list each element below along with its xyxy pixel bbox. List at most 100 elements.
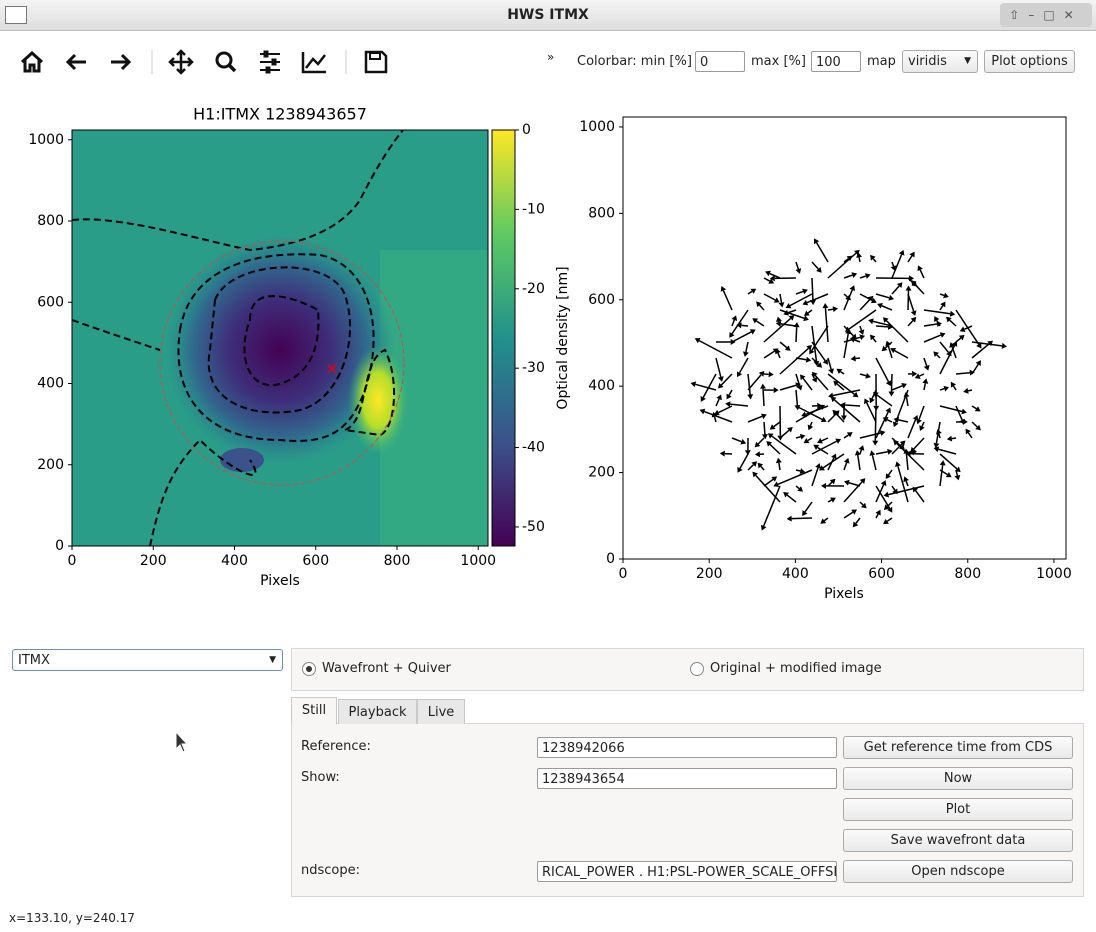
axes-icon[interactable]	[301, 52, 326, 74]
window-buttons[interactable]: ⇧–□✕	[1000, 3, 1092, 27]
quiver-shaft	[843, 511, 854, 519]
quiver-shaft	[779, 293, 783, 303]
quiver-head	[806, 345, 813, 351]
colorbar-min-input[interactable]: 0	[695, 51, 745, 72]
quiver-head	[892, 421, 899, 428]
quiver-head	[883, 491, 890, 498]
quiver-head	[690, 381, 697, 388]
quiver-head	[796, 384, 803, 391]
quiver-head	[935, 429, 942, 435]
tab[interactable]: Live	[417, 699, 465, 724]
quiver-head	[933, 351, 939, 358]
quiver-shaft	[955, 371, 970, 375]
quiver-head	[945, 316, 952, 323]
quiver-head	[768, 278, 775, 284]
quiver-head	[864, 398, 870, 405]
quiver-head	[787, 427, 793, 433]
quiver-shaft	[848, 482, 861, 487]
quiver-head	[819, 465, 825, 471]
radio-label[interactable]: Wavefront + Quiver	[322, 661, 451, 676]
quiver-shaft	[843, 293, 848, 298]
forward-icon[interactable]	[111, 53, 132, 71]
colorbar-max-input[interactable]: 100	[811, 51, 861, 72]
quiver-shaft	[809, 421, 813, 426]
quiver-head	[716, 394, 722, 401]
quiver-shaft	[939, 293, 945, 297]
toolbar-overflow[interactable]: »	[547, 50, 555, 64]
zoom-icon[interactable]	[215, 51, 233, 69]
y-tick-label: 1000	[579, 119, 615, 135]
plots: × H1:ITMX 1238943657 Pixels Pixels Optic…	[28, 105, 1071, 603]
quiver-head	[965, 428, 971, 435]
y-tick-label: 200	[37, 457, 64, 473]
quiver-head	[784, 345, 791, 351]
radio[interactable]	[690, 662, 704, 676]
radio-label[interactable]: Original + modified image	[710, 661, 882, 676]
reference-input[interactable]: 1238942066	[537, 737, 837, 758]
quiver-head	[893, 416, 900, 423]
quiver-head	[888, 294, 895, 301]
quiver-shaft	[907, 255, 913, 263]
quiver-shaft	[805, 405, 829, 415]
save-button[interactable]: Save wavefront data	[843, 829, 1073, 852]
quiver-shaft	[728, 389, 733, 396]
quiver-head	[883, 518, 889, 525]
quiver-shaft	[955, 337, 962, 343]
map-select[interactable]: viridis ▼	[902, 50, 978, 73]
plot-options-button[interactable]: Plot options	[984, 50, 1075, 73]
quiver-shaft	[811, 261, 819, 270]
quiver-head	[860, 502, 867, 509]
quiver-shaft	[907, 320, 914, 327]
quiver-head	[719, 450, 725, 457]
x-axis-label: Pixels	[260, 573, 300, 589]
quiver-head	[830, 497, 836, 503]
quiver-shaft	[843, 481, 863, 503]
quiver-head	[958, 334, 965, 341]
quiver-head	[859, 334, 866, 341]
pan-icon[interactable]	[168, 49, 194, 75]
quiver-shaft	[769, 443, 781, 455]
detector-select[interactable]: ITMX ▼	[12, 649, 283, 671]
quiver-shaft	[702, 373, 717, 398]
quiver-shaft	[786, 494, 797, 503]
reference-button[interactable]: Get reference time from CDS	[843, 736, 1073, 759]
quiver-head	[760, 524, 767, 531]
quiver-shaft	[741, 324, 749, 327]
back-icon[interactable]	[65, 53, 86, 71]
quiver-head	[865, 372, 871, 379]
tab[interactable]: Playback	[338, 699, 417, 724]
quiver-head	[776, 316, 782, 323]
quiver-shaft	[923, 323, 938, 327]
ndscope-input[interactable]: RICAL_POWER . H1:PSL-POWER_SCALE_OFFSET	[537, 861, 837, 882]
quiver-head	[901, 382, 907, 389]
quiver-head	[717, 382, 724, 389]
quiver-shaft	[938, 433, 941, 439]
quiver-head	[933, 442, 940, 449]
quiver-shaft	[939, 341, 950, 353]
quiver-shaft	[896, 442, 925, 471]
quiver-shaft	[949, 319, 957, 327]
quiver-head	[859, 478, 866, 484]
x-axis-label: Pixels	[824, 586, 864, 602]
radio-selected[interactable]	[302, 662, 316, 676]
quiver-head	[802, 288, 808, 295]
tab-active[interactable]: Still	[291, 697, 337, 724]
quiver-head	[773, 481, 780, 488]
quiver-head	[713, 409, 720, 416]
show-input[interactable]: 1238943654	[537, 768, 837, 789]
quiver-head	[850, 355, 856, 362]
quiver-shaft	[811, 341, 826, 362]
quiver-shaft	[821, 437, 829, 442]
y-tick-label: 0	[606, 551, 615, 567]
axes-frame	[622, 116, 1067, 560]
ndscope-button[interactable]: Open ndscope	[843, 860, 1073, 883]
quiver-head	[864, 273, 871, 279]
y-tick-label: 200	[588, 465, 615, 481]
home-icon[interactable]	[20, 50, 44, 73]
quiver-shaft	[894, 350, 909, 359]
x-tick-label: 600	[302, 553, 329, 569]
quiver-shaft	[967, 432, 973, 439]
plot-button[interactable]: Plot	[843, 798, 1073, 821]
now-button[interactable]: Now	[843, 767, 1073, 790]
quiver-head	[751, 461, 758, 467]
